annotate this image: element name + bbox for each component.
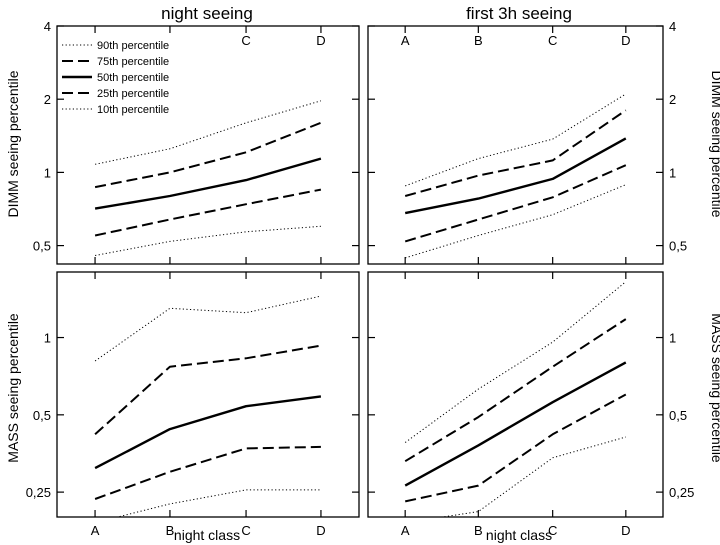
- panel-frame: [367, 25, 664, 265]
- y-tick-label: 0,5: [669, 408, 687, 423]
- series-line-10th-percentile: [115, 489, 321, 517]
- x-tick-label: D: [316, 523, 325, 538]
- series-line-75th-percentile: [404, 318, 627, 463]
- panel-dimm-first3h: 0,5 1 2 4 A B C D: [367, 19, 687, 265]
- series-line-75th-percentile: [94, 121, 322, 189]
- category-label-top: A: [401, 33, 410, 48]
- panel-mass-first3h: 0,25 0,5 1 A B C D: [367, 271, 694, 538]
- series-line-10th-percentile: [439, 436, 626, 517]
- y-tick-label: 0,25: [26, 485, 51, 500]
- series-line-50th-percentile: [404, 137, 627, 215]
- y-axis-label-dimm-left: DIMM seeing percentile: [5, 70, 21, 217]
- y-tick-label: 4: [669, 19, 676, 34]
- panel-frame: [56, 25, 360, 265]
- panel-mass-night: 0,25 0,5 1 A B C D: [26, 271, 360, 538]
- series-line-90th-percentile: [94, 295, 322, 362]
- series-line-25th-percentile: [94, 445, 321, 500]
- series-line-75th-percentile: [404, 109, 627, 197]
- category-label-top: C: [241, 33, 250, 48]
- x-tick-label: D: [621, 523, 630, 538]
- series-line-10th-percentile: [405, 184, 626, 259]
- x-tick-label: A: [401, 523, 410, 538]
- panel-frame: [367, 271, 664, 518]
- x-axis-label-left: night class: [174, 527, 240, 543]
- y-axis-label-mass-right: MASS seeing percentile: [709, 313, 720, 463]
- legend-label-25th: 25th percentile: [97, 88, 169, 100]
- y-tick-label: 0,5: [33, 408, 51, 423]
- series-line-10th-percentile: [95, 225, 321, 256]
- x-tick-label: B: [166, 523, 175, 538]
- y-tick-label: 2: [44, 92, 51, 107]
- y-tick-label: 4: [44, 19, 51, 34]
- series-line-25th-percentile: [94, 188, 322, 237]
- y-tick-label: 1: [669, 165, 676, 180]
- y-tick-label: 2: [669, 92, 676, 107]
- panels-layer: 0,5 1 2 4 C D 0,5 1 2 4 A B C D 0,25 0,5 1 A B C D 0,25 0,5 1 A B…: [26, 19, 695, 538]
- series-line-50th-percentile: [94, 395, 322, 470]
- legend: 90th percentile 75th percentile 50th per…: [62, 40, 169, 116]
- category-label-top: B: [474, 33, 483, 48]
- y-tick-label: 0,25: [669, 485, 694, 500]
- series-line-75th-percentile: [94, 344, 322, 436]
- series-line-50th-percentile: [94, 157, 322, 210]
- category-label-top: D: [621, 33, 630, 48]
- x-tick-label: C: [548, 523, 557, 538]
- panel-dimm-night: 0,5 1 2 4 C D: [33, 19, 360, 265]
- category-label-top: C: [548, 33, 557, 48]
- y-tick-label: 1: [669, 331, 676, 346]
- series-line-90th-percentile: [404, 281, 627, 443]
- panel-frame: [56, 271, 360, 518]
- series-line-50th-percentile: [404, 361, 627, 487]
- legend-label-75th: 75th percentile: [97, 56, 169, 68]
- category-label-top: D: [316, 33, 325, 48]
- series-line-25th-percentile: [404, 164, 627, 243]
- legend-label-50th: 50th percentile: [97, 72, 169, 84]
- x-axis-label-right: night class: [486, 527, 552, 543]
- column-title-first-3h-seeing: first 3h seeing: [466, 4, 572, 23]
- y-tick-label: 0,5: [669, 239, 687, 254]
- series-line-25th-percentile: [404, 393, 627, 503]
- x-tick-label: B: [474, 523, 483, 538]
- y-tick-label: 0,5: [33, 239, 51, 254]
- legend-label-90th: 90th percentile: [97, 40, 169, 52]
- legend-label-10th: 10th percentile: [97, 104, 169, 116]
- column-title-night-seeing: night seeing: [161, 4, 253, 23]
- y-axis-label-mass-left: MASS seeing percentile: [5, 313, 21, 463]
- y-tick-label: 1: [44, 165, 51, 180]
- x-tick-label: C: [241, 523, 250, 538]
- y-tick-label: 1: [44, 331, 51, 346]
- y-axis-label-dimm-right: DIMM seeing percentile: [709, 70, 720, 217]
- x-tick-label: A: [91, 523, 100, 538]
- series-line-90th-percentile: [405, 93, 627, 187]
